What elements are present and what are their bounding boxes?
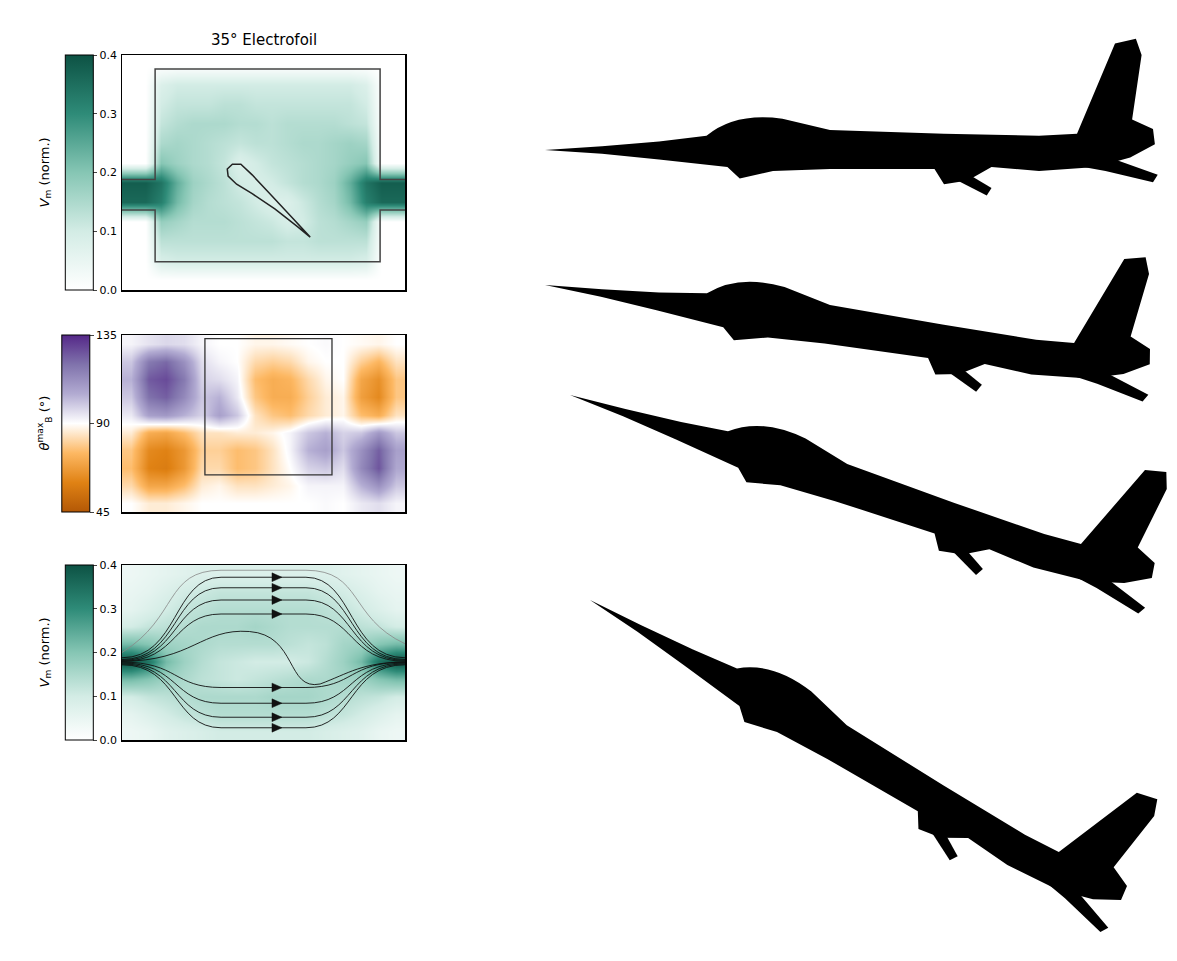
svg-text:0.0: 0.0 [99, 734, 117, 747]
svg-text:0.0: 0.0 [99, 284, 117, 297]
svg-text:135: 135 [96, 329, 117, 342]
svg-text:35° Electrofoil: 35° Electrofoil [211, 31, 317, 49]
svg-text:0.1: 0.1 [99, 690, 117, 703]
svg-text:V​m​ (norm.): V​m​ (norm.) [37, 617, 54, 687]
svg-text:0.3: 0.3 [99, 108, 117, 121]
svg-text:0.4: 0.4 [99, 559, 117, 572]
svg-text:90: 90 [96, 417, 110, 430]
svg-text:0.1: 0.1 [99, 225, 117, 238]
svg-text:0.2: 0.2 [99, 166, 117, 179]
svg-text:V​m​ (norm.): V​m​ (norm.) [37, 137, 54, 207]
svg-text:θ​max​​B​ (°): θ​max​​B​ (°) [35, 396, 53, 451]
svg-text:0.3: 0.3 [99, 603, 117, 616]
svg-text:45: 45 [96, 506, 110, 519]
svg-text:0.2: 0.2 [99, 646, 117, 659]
svg-text:0.4: 0.4 [99, 49, 117, 62]
